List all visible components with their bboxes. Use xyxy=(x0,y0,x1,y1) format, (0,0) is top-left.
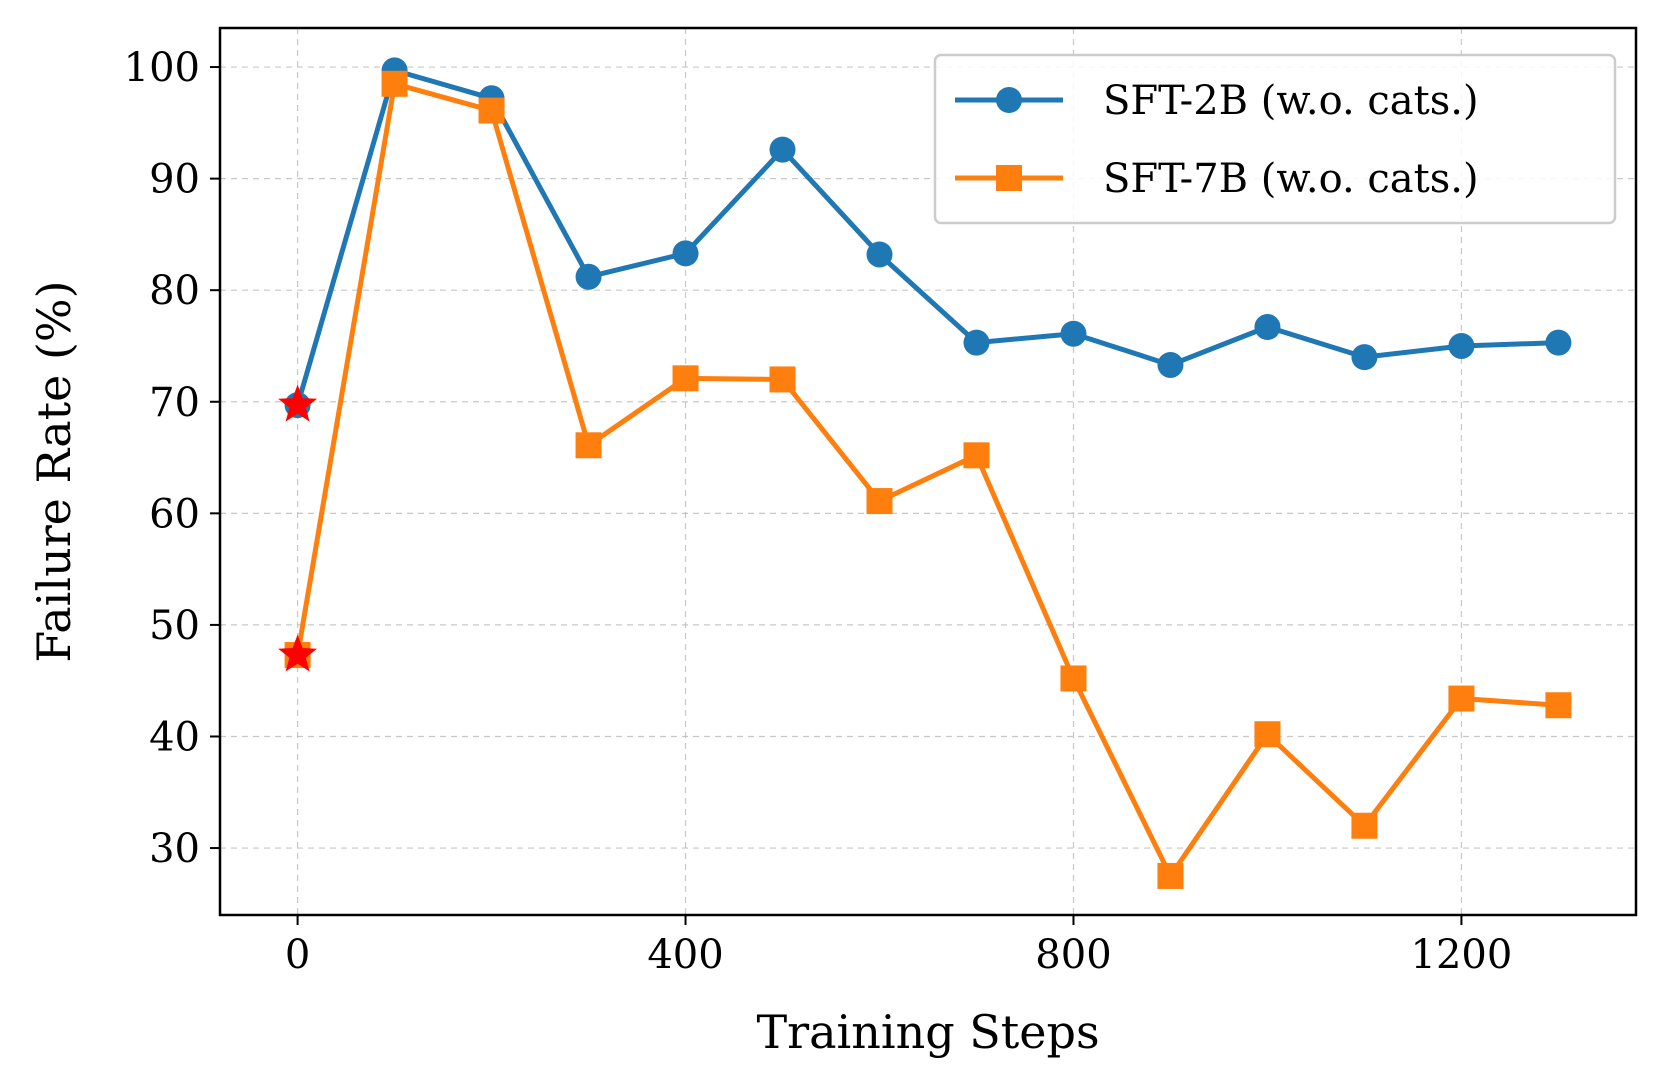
x-tick-label: 400 xyxy=(647,932,723,978)
data-point xyxy=(575,432,602,459)
data-point xyxy=(1545,329,1572,356)
legend-marker xyxy=(996,165,1022,191)
data-point xyxy=(963,442,990,469)
data-point xyxy=(1157,862,1184,889)
highlight-star xyxy=(278,384,318,422)
y-tick-label: 60 xyxy=(149,491,200,537)
data-point xyxy=(478,97,505,124)
highlight-star xyxy=(278,634,318,672)
legend-box xyxy=(933,53,1617,225)
plot-frame xyxy=(218,26,1638,917)
tick-layer: 0 400 800 1200 30 40 50 60 70 80 90 100 xyxy=(124,45,1513,978)
data-point xyxy=(1060,665,1087,692)
series-line xyxy=(295,81,1561,879)
data-point xyxy=(1254,721,1281,748)
data-point xyxy=(672,365,699,392)
x-tick-label: 800 xyxy=(1035,932,1111,978)
legend: SFT-2B (w.o. cats.) SFT-7B (w.o. cats.) xyxy=(933,53,1617,225)
data-point xyxy=(963,329,990,356)
series-line xyxy=(295,67,1561,408)
data-point xyxy=(672,240,699,267)
data-point xyxy=(1060,320,1087,347)
data-point xyxy=(769,136,796,163)
y-axis-title: Failure Rate (%) xyxy=(27,280,81,662)
data-point xyxy=(1448,685,1475,712)
data-point xyxy=(575,263,602,290)
data-point xyxy=(381,70,408,97)
legend-label: SFT-2B (w.o. cats.) xyxy=(1103,78,1479,124)
y-tick-label: 30 xyxy=(149,826,200,872)
y-tick-label: 100 xyxy=(124,45,200,91)
data-point xyxy=(769,366,796,393)
x-axis-title: Training Steps xyxy=(756,1005,1099,1059)
legend-label: SFT-7B (w.o. cats.) xyxy=(1103,156,1479,202)
data-point xyxy=(1545,692,1572,719)
series-layer xyxy=(278,57,1572,889)
data-point xyxy=(1157,351,1184,378)
x-tick-label: 0 xyxy=(285,932,310,978)
y-tick-label: 50 xyxy=(149,603,200,649)
legend-marker xyxy=(996,87,1022,113)
y-tick-label: 70 xyxy=(149,380,200,426)
y-tick-label: 80 xyxy=(149,268,200,314)
y-tick-label: 90 xyxy=(149,157,200,203)
data-point xyxy=(1448,332,1475,359)
data-point xyxy=(866,241,893,268)
legend-entry: SFT-2B (w.o. cats.) xyxy=(955,78,1479,124)
legend-entry: SFT-7B (w.o. cats.) xyxy=(955,156,1479,202)
data-point xyxy=(866,488,893,515)
legend-entries: SFT-2B (w.o. cats.) SFT-7B (w.o. cats.) xyxy=(955,78,1479,202)
data-point xyxy=(1351,812,1378,839)
data-point xyxy=(1254,314,1281,341)
data-point xyxy=(1351,344,1378,371)
x-tick-label: 1200 xyxy=(1411,932,1513,978)
y-tick-label: 40 xyxy=(149,714,200,760)
